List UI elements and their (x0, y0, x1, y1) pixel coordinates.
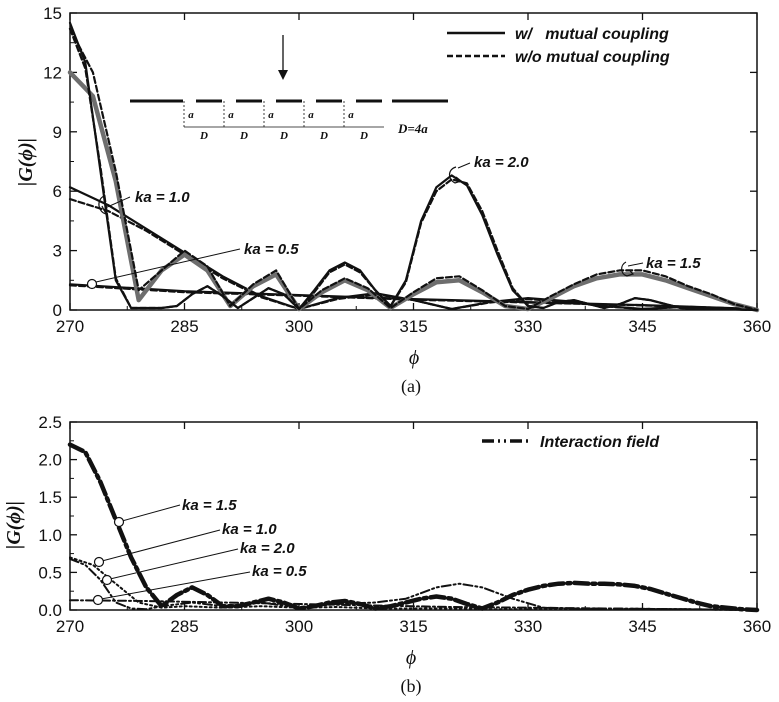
y-tick-label-b: 0.5 (38, 563, 62, 582)
inset-d-label: D (359, 130, 368, 142)
series-group-b (67, 442, 760, 613)
inset-a-label: a (308, 109, 314, 121)
series-line-ka=1.5-dashed-a (68, 27, 759, 312)
inset-d-label: D (239, 130, 248, 142)
inset-a-label: a (188, 109, 194, 121)
legend-label-interaction: Interaction field (540, 434, 660, 451)
x-tick-label-b: 330 (514, 617, 542, 636)
x-tick-label-a: 285 (170, 317, 198, 336)
x-tick-label-b: 315 (399, 617, 427, 636)
inset-a-label: a (228, 109, 234, 121)
inset-relation: D=4a (397, 121, 428, 136)
inset-a-label: a (348, 109, 354, 121)
legend-label-dashed: w/o mutual coupling (515, 49, 670, 66)
panel-caption-b: (b) (401, 676, 422, 697)
legend-label-solid: w/ mutual coupling (515, 26, 669, 43)
annotation-ka-1.5-b: ka = 1.5 (182, 497, 237, 514)
y-tick-label-a: 9 (53, 123, 62, 142)
y-axis-label-b: |G(ϕ)| (3, 501, 25, 549)
inset-d-label: D (199, 130, 208, 142)
x-tick-label-a: 315 (399, 317, 427, 336)
y-tick-label-a: 6 (53, 182, 62, 201)
legend-a: w/ mutual coupling w/o mutual coupling (447, 26, 670, 66)
x-tick-label-b: 285 (170, 617, 198, 636)
x-tick-label-a: 360 (743, 317, 771, 336)
series-group-a (67, 21, 760, 313)
annotations-b: ka = 1.5 ka = 1.0 ka = 2.0 ka = 0.5 (92, 497, 307, 606)
ticks-a: 270 285 300 315 330 345 360 0 3 6 9 12 15 (43, 4, 771, 336)
series-line-ka=2.0-dashed-a (68, 27, 759, 312)
y-tick-label-b: 2.0 (38, 451, 62, 470)
x-axis-label-b: ϕ (406, 647, 416, 669)
y-axis-label-a: |G(ϕ)| (15, 138, 37, 186)
inset-d-label: D (279, 130, 288, 142)
y-tick-label-a: 3 (53, 242, 62, 261)
x-tick-label-a: 345 (628, 317, 656, 336)
y-tick-label-b: 0.0 (38, 601, 62, 620)
series-line-ka=1.5-thick-gray-a (67, 70, 760, 313)
panel-a: 270 285 300 315 330 345 360 0 3 6 9 12 15 |G(ϕ)| ϕ (… (15, 4, 771, 397)
annotation-marker-ka-1.0-b (93, 556, 105, 568)
annotation-leader-ka-0.5-b (100, 571, 251, 600)
annotation-leader-ka-0.5 (95, 248, 241, 283)
annotations-a: ka = 1.0 ka = 0.5 ka = 2.0 ka = 1.5 (86, 154, 701, 290)
x-tick-label-a: 330 (514, 317, 542, 336)
annotation-marker-ka-0.5-b (92, 594, 104, 606)
annotation-leader-ka-2.0 (457, 162, 471, 169)
annotation-marker-ka-1.5-b (113, 516, 125, 528)
annotation-ka-2.0-a: ka = 2.0 (474, 154, 529, 171)
y-tick-label-b: 1.5 (38, 488, 62, 507)
series-line-ka=0.5-dash-dot-b (69, 599, 758, 611)
annotation-leader-ka-2.0-b (109, 548, 239, 580)
annotation-ka-1.5-a: ka = 1.5 (646, 255, 701, 272)
x-tick-label-b: 360 (743, 617, 771, 636)
legend-b: Interaction field (482, 434, 660, 451)
y-tick-label-a: 0 (53, 301, 62, 320)
annotation-leader-ka-1.0-b (101, 529, 221, 562)
y-tick-label-b: 1.0 (38, 526, 62, 545)
inset-d-label: D (319, 130, 328, 142)
x-axis-label-a: ϕ (409, 347, 419, 369)
annotation-loop-ka-1.0 (98, 195, 108, 215)
y-tick-label-b: 2.5 (38, 413, 62, 432)
annotation-ka-1.0-a: ka = 1.0 (135, 189, 190, 206)
annotation-ka-1.0-b: ka = 1.0 (222, 521, 277, 538)
annotation-ka-0.5-b: ka = 0.5 (252, 563, 307, 580)
x-tick-label-a: 300 (285, 317, 313, 336)
panel-caption-a: (a) (401, 376, 421, 397)
annotation-leader-ka-1.0 (104, 196, 131, 209)
x-tick-label-b: 300 (285, 617, 313, 636)
annotation-ka-2.0-b: ka = 2.0 (240, 540, 295, 557)
annotation-leader-ka-1.5 (627, 262, 644, 267)
x-tick-label-b: 270 (56, 617, 84, 636)
inset-a-label: a (268, 109, 274, 121)
series-line-ka=1.5-thick-dash-dot-b (67, 442, 760, 613)
annotation-ka-0.5-a: ka = 0.5 (244, 241, 299, 258)
annotation-loop-ka-1.5 (621, 261, 635, 277)
x-tick-label-a: 270 (56, 317, 84, 336)
inset-arrowhead (278, 70, 288, 80)
annotation-marker-ka-2.0-b (101, 574, 113, 586)
x-tick-label-b: 345 (628, 617, 656, 636)
y-tick-label-a: 15 (43, 4, 62, 23)
series-line-ka=1.0-dotted-b (69, 556, 758, 611)
panel-b: 270 285 300 315 330 345 3600.00.51.01.52.02.5 … (3, 413, 771, 697)
annotation-marker-ka-0.5 (86, 278, 98, 290)
annotation-leader-ka-1.5-b (121, 504, 181, 522)
annotation-loop-ka-2.0 (448, 166, 463, 184)
y-tick-label-a: 12 (43, 63, 62, 82)
